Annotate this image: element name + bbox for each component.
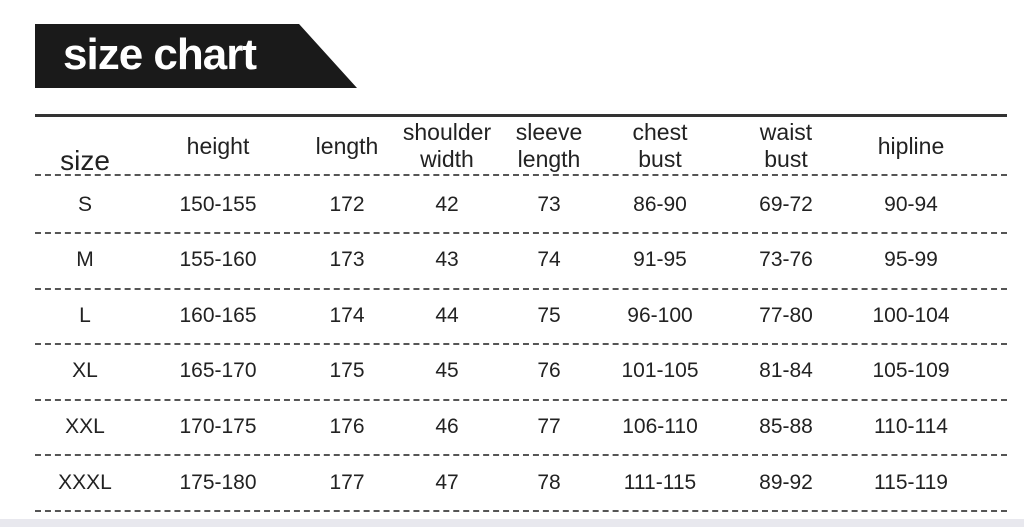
size-label: M — [76, 248, 94, 272]
table-cell: 44 — [435, 303, 459, 327]
size-label: XXL — [65, 414, 105, 438]
table-cell: 150-155 — [179, 192, 257, 216]
table-cell: 106-110 — [622, 414, 698, 438]
table-cell: 96-100 — [627, 303, 693, 327]
column-header-word: sleeve — [515, 119, 583, 145]
table-cell: 47 — [435, 470, 459, 494]
table-cell: 110-114 — [874, 414, 948, 438]
table-cell: 81-84 — [759, 359, 813, 383]
table-row: XL 165-170 175 45 76 101-105 81-84 105-109 — [35, 343, 1007, 401]
column-header-word: width — [420, 146, 474, 172]
size-label: L — [79, 303, 91, 327]
table-cell: 42 — [435, 192, 459, 216]
table-cell: 115-119 — [874, 470, 948, 494]
column-header: hipline — [877, 132, 945, 159]
table-cell: 170-175 — [179, 414, 257, 438]
column-header: sleeve length — [516, 118, 582, 174]
table-cell: 77 — [537, 414, 561, 438]
table-cell: 160-165 — [179, 303, 257, 327]
table-header-row: size height length shoulder width sleeve lengt… — [35, 118, 1007, 176]
table-cell: 43 — [435, 248, 459, 272]
table-cell: 177 — [329, 470, 365, 494]
table-cell: 91-95 — [633, 248, 687, 272]
column-header-word: shoulder — [402, 119, 492, 145]
table-cell: 100-104 — [872, 303, 950, 327]
table-cell: 101-105 — [621, 359, 699, 383]
table-cell: 176 — [329, 414, 365, 438]
bottom-strip — [0, 519, 1024, 527]
column-header: chest bust — [633, 118, 688, 174]
table-cell: 74 — [537, 248, 561, 272]
table-cell: 172 — [329, 192, 365, 216]
table-cell: 85-88 — [759, 414, 813, 438]
table-cell: 95-99 — [884, 248, 938, 272]
table-cell: 175 — [329, 359, 365, 383]
column-header: shoulder width — [403, 118, 491, 174]
table-cell: 174 — [329, 303, 365, 327]
column-header: height — [186, 132, 250, 159]
table-cell: 45 — [435, 359, 459, 383]
table-cell: 73 — [537, 192, 561, 216]
table-cell: 90-94 — [884, 192, 938, 216]
table-cell: 77-80 — [759, 303, 813, 327]
table-cell: 75 — [537, 303, 561, 327]
table-cell: 165-170 — [179, 359, 257, 383]
table-cell: 69-72 — [759, 192, 813, 216]
title-banner: size chart — [35, 24, 357, 88]
table-cell: 155-160 — [179, 248, 257, 272]
table-row: L 160-165 174 44 75 96-100 77-80 100-104 — [35, 287, 1007, 346]
table-cell: 76 — [537, 359, 561, 383]
column-header-word: bust — [638, 146, 682, 172]
table-cell: 73-76 — [759, 248, 813, 272]
column-header-word: bust — [764, 146, 808, 172]
column-header: waist bust — [760, 118, 812, 174]
table-row: S 150-155 172 42 73 86-90 69-72 90-94 — [35, 176, 1007, 234]
table-cell: 111-115 — [623, 470, 697, 494]
table-cell: 173 — [329, 248, 365, 272]
column-header-word: chest — [632, 119, 688, 145]
table-cell: 86-90 — [633, 192, 687, 216]
column-header: length — [315, 132, 379, 159]
table-row: M 155-160 173 43 74 91-95 73-76 95-99 — [35, 232, 1007, 290]
table-row: XXL 170-175 176 46 77 106-110 85-88 110-114 — [35, 398, 1007, 457]
table-cell: 89-92 — [759, 470, 813, 494]
column-header-word: waist — [759, 119, 813, 145]
column-header-word: length — [517, 146, 581, 172]
table-cell: 78 — [537, 470, 561, 494]
table-row: XXXL 175-180 177 47 78 111-115 89-92 115-119 — [35, 454, 1007, 512]
column-header: size — [60, 144, 110, 176]
table-cell: 105-109 — [872, 359, 950, 383]
size-label: S — [77, 192, 93, 216]
page-title: size chart — [63, 30, 257, 79]
size-label: XXXL — [58, 470, 112, 494]
table-cell: 46 — [435, 414, 459, 438]
table-top-rule — [35, 114, 1007, 117]
size-label: XL — [72, 359, 98, 383]
table-cell: 175-180 — [179, 470, 257, 494]
